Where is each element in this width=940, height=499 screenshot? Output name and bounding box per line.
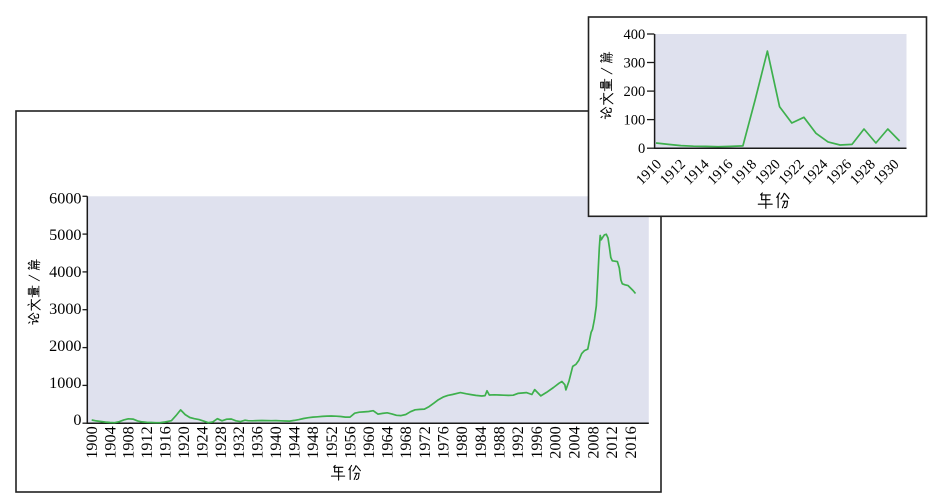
svg-text:1928: 1928 <box>212 426 230 458</box>
svg-text:2016: 2016 <box>622 426 640 458</box>
svg-text:400: 400 <box>624 27 646 43</box>
svg-text:1924: 1924 <box>193 426 211 458</box>
svg-text:1988: 1988 <box>491 426 509 458</box>
svg-text:1964: 1964 <box>379 426 397 458</box>
svg-text:200: 200 <box>624 84 646 100</box>
svg-text:2000: 2000 <box>49 337 81 355</box>
svg-text:6000: 6000 <box>49 189 81 207</box>
svg-text:1968: 1968 <box>397 426 415 458</box>
svg-text:1912: 1912 <box>138 426 156 458</box>
svg-text:1952: 1952 <box>323 426 341 458</box>
svg-text:2000: 2000 <box>547 426 565 458</box>
svg-text:1940: 1940 <box>267 426 285 458</box>
svg-text:1992: 1992 <box>509 426 527 458</box>
svg-text:5000: 5000 <box>49 226 81 244</box>
svg-text:1000: 1000 <box>49 374 81 392</box>
svg-text:1960: 1960 <box>360 426 378 458</box>
svg-text:100: 100 <box>624 112 646 128</box>
svg-text:1920: 1920 <box>175 426 193 458</box>
svg-text:1944: 1944 <box>286 426 304 458</box>
svg-text:300: 300 <box>624 55 646 71</box>
svg-text:1984: 1984 <box>472 426 490 458</box>
svg-text:1904: 1904 <box>101 426 119 458</box>
svg-text:4000: 4000 <box>49 263 81 281</box>
svg-text:1956: 1956 <box>341 426 359 458</box>
svg-text:0: 0 <box>73 411 81 429</box>
svg-text:1900: 1900 <box>83 426 101 458</box>
svg-text:2012: 2012 <box>603 426 621 458</box>
svg-text:1908: 1908 <box>120 426 138 458</box>
svg-text:1972: 1972 <box>416 426 434 458</box>
svg-text:1996: 1996 <box>528 426 546 458</box>
svg-text:1936: 1936 <box>249 426 267 458</box>
svg-text:1932: 1932 <box>230 426 248 458</box>
svg-text:0: 0 <box>638 141 645 157</box>
svg-text:3000: 3000 <box>49 300 81 318</box>
svg-text:2008: 2008 <box>584 426 602 458</box>
svg-text:1976: 1976 <box>434 426 452 458</box>
svg-text:2004: 2004 <box>566 426 584 458</box>
svg-text:1948: 1948 <box>304 426 322 458</box>
svg-text:1916: 1916 <box>157 426 175 458</box>
svg-text:1980: 1980 <box>453 426 471 458</box>
